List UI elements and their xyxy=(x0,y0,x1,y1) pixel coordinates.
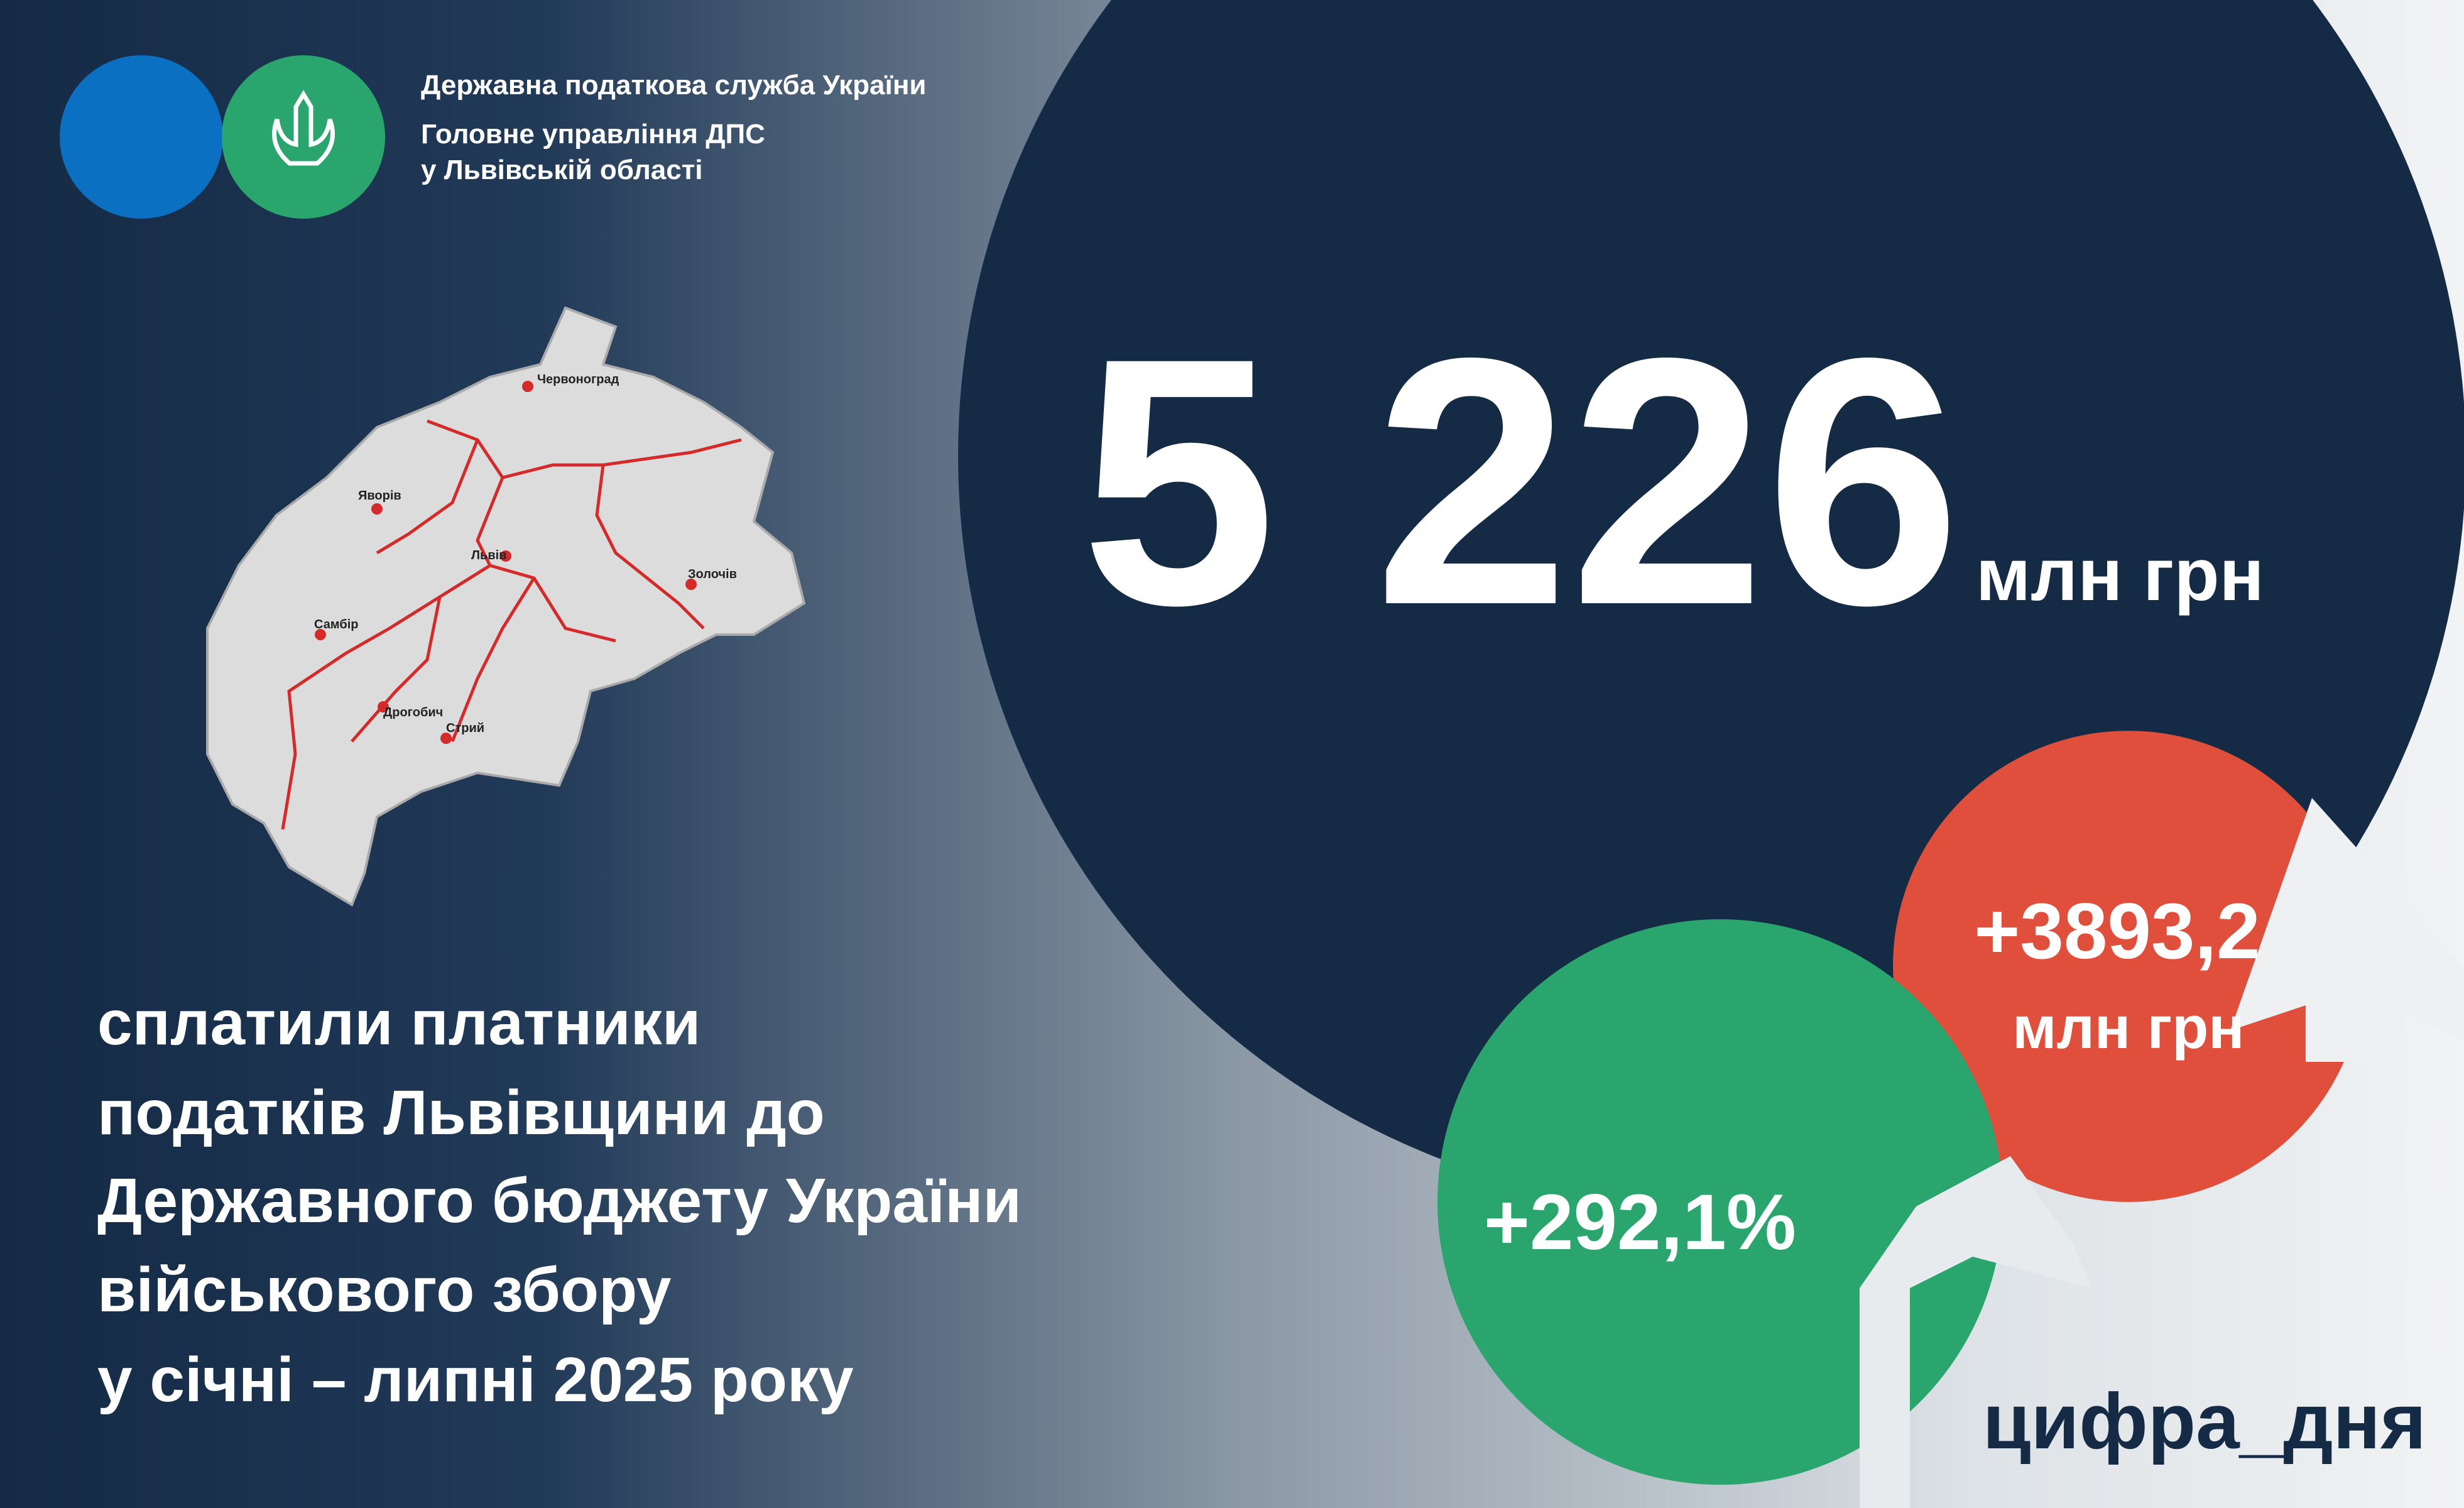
description-line: військового збору xyxy=(97,1255,672,1325)
city-label: Самбір xyxy=(314,618,358,631)
city-label: Золочів xyxy=(688,567,737,581)
main-unit: млн грн xyxy=(1976,533,2264,616)
logo-blue xyxy=(60,55,223,219)
city-label: Стрий xyxy=(446,721,484,735)
city-label: Яворів xyxy=(358,489,401,503)
description-line: Державного бюджету України xyxy=(97,1166,1022,1236)
logo-green xyxy=(222,55,385,219)
description-line: податків Львівщини до xyxy=(97,1078,825,1148)
header-line: Головне управління ДПС xyxy=(421,119,765,150)
map: Червоноград Яворів Львів Золочів Самбір … xyxy=(206,306,806,907)
growth-amount-unit: млн грн xyxy=(2012,995,2244,1061)
main-amount: 5 226 xyxy=(1081,285,1961,678)
description-line: сплатили платники xyxy=(97,988,700,1058)
hashtag: цифра_дня xyxy=(1983,1378,2426,1465)
header-line: у Львівській області xyxy=(421,155,703,185)
trident xyxy=(272,90,335,166)
growth-amount-circle xyxy=(1893,731,2364,1202)
city-label: Львів xyxy=(471,549,506,562)
growth-amount-value: +3893,2 xyxy=(1974,888,2260,975)
growth-arrow xyxy=(2230,798,2464,1062)
city-label: Дрогобич xyxy=(383,706,443,719)
description-line: у січні – липні 2025 року xyxy=(97,1345,854,1415)
header-line: Державна податкова служба України xyxy=(421,70,926,101)
growth-arrow xyxy=(1860,1156,2092,1508)
growth-percent-value: +292,1% xyxy=(1484,1179,1796,1266)
city-label: Червоноград xyxy=(537,373,619,386)
